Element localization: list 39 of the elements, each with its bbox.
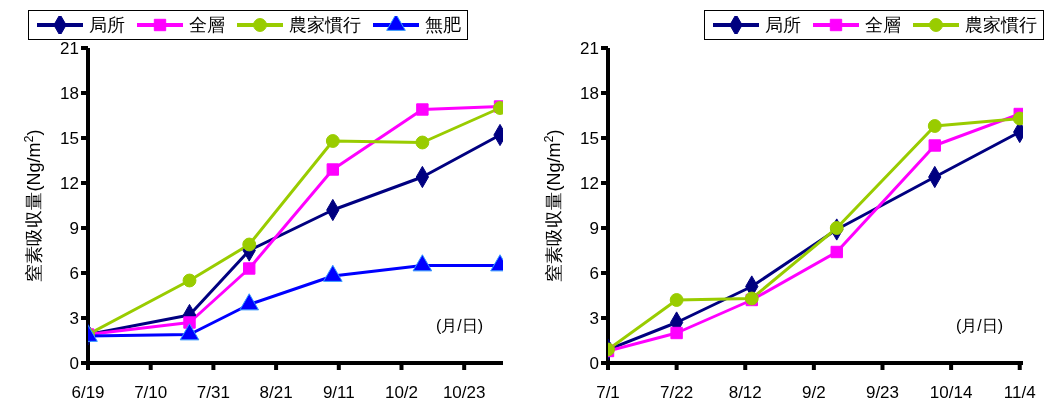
annotation: (月/日) [955, 316, 1003, 336]
x-tick-label: 8/21 [259, 383, 293, 403]
legend-label: 全層 [865, 14, 901, 37]
x-tick-label: 10/23 [442, 383, 486, 403]
x-tick-label: 8/12 [728, 383, 762, 403]
y-tick-label: 21 [580, 39, 599, 59]
x-tick-label: 6/19 [71, 383, 105, 403]
y-tick-label: 6 [589, 264, 599, 284]
y-tick-label: 12 [60, 174, 79, 194]
y-tick-label: 0 [589, 354, 599, 374]
x-tick-label: 10/2 [384, 383, 419, 403]
x-tick-label: 7/1 [596, 383, 620, 403]
x-tick-label: 11/4 [1003, 383, 1036, 403]
legend-label: 局所 [765, 14, 801, 37]
x-tick-label: 9/23 [865, 383, 900, 403]
y-tick-label: 21 [60, 39, 79, 59]
y-tick-label: 9 [69, 219, 79, 239]
x-tick-label: 7/22 [660, 383, 694, 403]
legend-label: 無肥 [425, 14, 461, 37]
legend-label: 農家慣行 [289, 14, 361, 37]
y-tick-label: 6 [69, 264, 79, 284]
y-tick-label: 3 [589, 309, 599, 329]
y-tick-label: 15 [580, 129, 599, 149]
legend-label: 局所 [89, 14, 125, 37]
legend-label: 農家慣行 [965, 14, 1037, 37]
x-tick-label: 9/11 [322, 383, 355, 403]
y-tick-label: 15 [60, 129, 79, 149]
y-tick-label: 18 [60, 84, 79, 104]
y-tick-label: 18 [580, 84, 599, 104]
y-tick-label: 12 [580, 174, 599, 194]
x-tick-label: 9/2 [802, 383, 826, 403]
y-tick-label: 0 [69, 354, 79, 374]
x-tick-label: 10/14 [929, 383, 973, 403]
x-tick-label: 7/10 [134, 383, 168, 403]
y-tick-label: 3 [69, 309, 79, 329]
annotation: (月/日) [435, 316, 483, 336]
y-tick-label: 9 [589, 219, 599, 239]
x-tick-label: 7/31 [196, 383, 230, 403]
legend-label: 全層 [189, 14, 225, 37]
